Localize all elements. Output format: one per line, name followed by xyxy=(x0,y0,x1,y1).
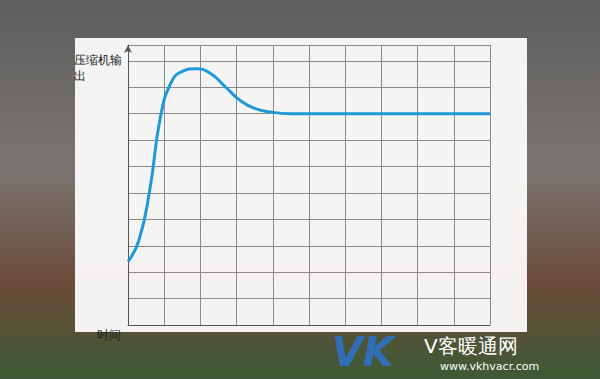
svg-text:出: 出 xyxy=(74,69,86,83)
svg-text:VK: VK xyxy=(332,329,397,375)
svg-text:时间: 时间 xyxy=(97,328,121,342)
svg-text:V客暖通网: V客暖通网 xyxy=(424,334,518,358)
svg-text:www.vkhvacr.com: www.vkhvacr.com xyxy=(440,360,539,373)
svg-text:压缩机输: 压缩机输 xyxy=(74,53,122,67)
